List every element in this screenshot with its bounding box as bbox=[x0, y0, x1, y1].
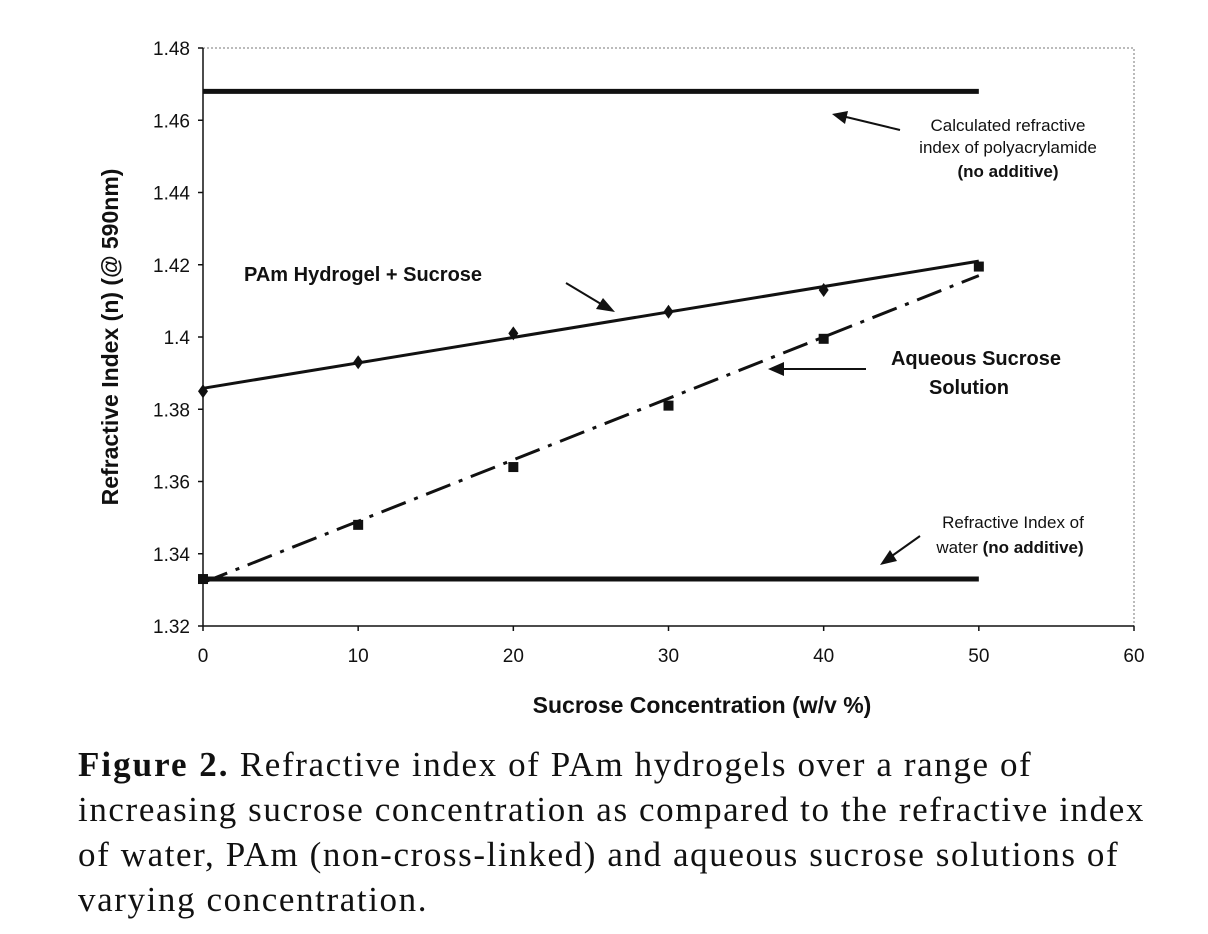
data-point-square bbox=[818, 333, 829, 344]
data-point-diamond bbox=[198, 384, 208, 399]
x-tick-label: 60 bbox=[1123, 646, 1144, 667]
x-axis-ticks: 0 10 20 30 40 50 60 bbox=[198, 626, 1145, 667]
annotation-pam-arrowhead bbox=[832, 111, 848, 124]
x-tick-label: 20 bbox=[503, 646, 524, 667]
data-point-square bbox=[973, 261, 984, 272]
data-point-diamond bbox=[353, 355, 364, 370]
annotation-aqueous-line-1: Aqueous Sucrose bbox=[891, 348, 1061, 370]
marker-layer bbox=[198, 261, 984, 585]
annotation-aqueous: Aqueous Sucrose Solution bbox=[768, 348, 1061, 399]
annotation-aqueous-arrowhead bbox=[768, 362, 784, 376]
x-tick-label: 40 bbox=[813, 646, 834, 667]
x-tick-label: 10 bbox=[348, 646, 369, 667]
y-axis-ticks: 1.32 1.34 1.36 1.38 1.4 1.42 1.44 1.46 1.48 bbox=[153, 39, 203, 638]
data-point-diamond bbox=[663, 304, 674, 319]
y-tick-label: 1.44 bbox=[153, 184, 190, 205]
y-tick-label: 1.36 bbox=[153, 473, 190, 494]
annotation-water: Refractive Index of water (no additive) bbox=[880, 513, 1084, 565]
y-tick-label: 1.4 bbox=[164, 328, 191, 349]
annotation-water-line-1: Refractive Index of bbox=[942, 513, 1084, 532]
x-tick-label: 50 bbox=[968, 646, 989, 667]
data-point-diamond bbox=[818, 283, 829, 298]
annotation-polyacrylamide: Calculated refractive index of polyacryl… bbox=[832, 111, 1097, 181]
series-line-pam-hydrogel bbox=[202, 259, 980, 390]
annotation-hydrogel-arrowhead bbox=[596, 298, 615, 312]
figure-caption: Figure 2. Refractive index of PAm hydrog… bbox=[78, 742, 1168, 922]
annotation-water-line-2: water (no additive) bbox=[935, 538, 1083, 557]
data-point-square bbox=[663, 400, 674, 411]
figure-caption-text: Refractive index of PAm hydrogels over a… bbox=[78, 745, 1145, 919]
data-point-square bbox=[198, 574, 208, 585]
figure-label: Figure 2. bbox=[78, 745, 230, 784]
annotation-pam-line-2: index of polyacrylamide bbox=[919, 138, 1097, 157]
y-tick-label: 1.46 bbox=[153, 111, 190, 132]
y-tick-label: 1.34 bbox=[153, 545, 190, 566]
chart: 1.32 1.34 1.36 1.38 1.4 1.42 1.44 1.46 1.48 0 10 2… bbox=[97, 39, 1145, 718]
y-tick-label: 1.48 bbox=[153, 39, 190, 60]
y-tick-label: 1.32 bbox=[153, 617, 190, 638]
annotation-pam-arrow bbox=[841, 115, 901, 131]
x-tick-label: 30 bbox=[658, 646, 679, 667]
data-point-square bbox=[353, 519, 364, 530]
y-tick-label: 1.42 bbox=[153, 256, 190, 277]
series-layer bbox=[202, 88, 980, 585]
y-tick-label: 1.38 bbox=[153, 400, 190, 421]
annotation-hydrogel: PAm Hydrogel + Sucrose bbox=[244, 264, 615, 312]
annotation-pam-line-1: Calculated refractive bbox=[931, 116, 1086, 135]
annotation-aqueous-line-2: Solution bbox=[929, 377, 1009, 399]
annotation-water-line-2-plain: water bbox=[935, 538, 982, 557]
annotation-pam-line-3: (no additive) bbox=[957, 162, 1058, 181]
annotation-water-line-2-bold: (no additive) bbox=[983, 538, 1084, 557]
data-point-diamond bbox=[508, 326, 519, 341]
annotation-hydrogel-arrow bbox=[565, 282, 607, 308]
series-line-aqueous-sucrose bbox=[202, 274, 980, 585]
annotation-water-arrow bbox=[888, 535, 921, 559]
x-axis-title: Sucrose Concentration (w/v %) bbox=[533, 692, 872, 718]
annotation-hydrogel-label: PAm Hydrogel + Sucrose bbox=[244, 264, 482, 286]
x-tick-label: 0 bbox=[198, 646, 209, 667]
y-axis-title: Refractive Index (n) (@ 590nm) bbox=[97, 169, 123, 506]
data-point-square bbox=[508, 462, 519, 473]
annotation-water-arrowhead bbox=[880, 550, 897, 565]
